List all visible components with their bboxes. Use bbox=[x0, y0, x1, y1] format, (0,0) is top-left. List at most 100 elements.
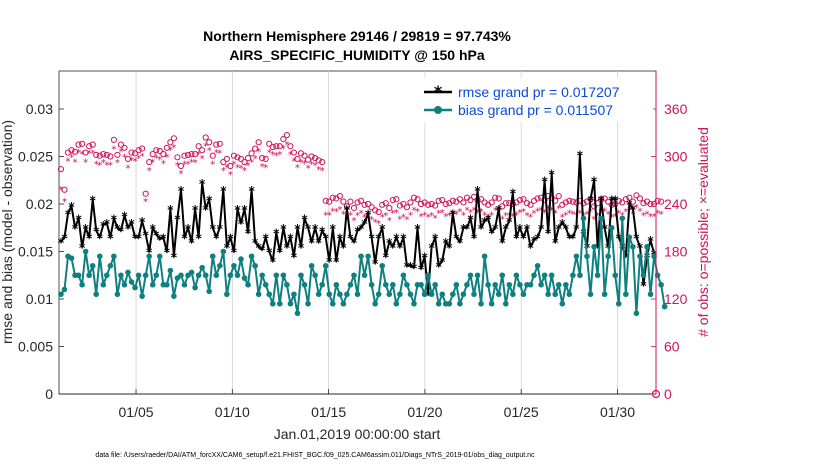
bias-point bbox=[393, 300, 400, 307]
obs-evaluated-point: * bbox=[207, 146, 212, 157]
rmse-point: * bbox=[517, 222, 524, 236]
rmse-point: * bbox=[534, 231, 541, 245]
bias-series bbox=[58, 215, 668, 317]
obs-possible-point bbox=[357, 197, 365, 204]
bias-point bbox=[439, 291, 446, 298]
bias-point bbox=[390, 281, 396, 288]
obs-evaluated-point: * bbox=[221, 166, 226, 177]
obs-evaluated-point: * bbox=[133, 156, 138, 167]
obs-possible-point bbox=[255, 139, 262, 146]
rmse-point: * bbox=[397, 241, 404, 255]
obs-possible-point bbox=[640, 200, 647, 207]
obs-possible-point bbox=[241, 158, 248, 166]
obs-possible-point bbox=[619, 199, 626, 206]
rmse-point: * bbox=[404, 260, 411, 274]
y-tick-label-left-6: 0.03 bbox=[26, 101, 53, 117]
rmse-point: * bbox=[598, 193, 605, 207]
bias-point bbox=[262, 281, 269, 288]
footer-data-file: data file: /Users/raeder/DAI/ATM_forcXX/… bbox=[95, 452, 535, 459]
left-axis: 0 0.005 0.01 0.015 0.02 0.025 0.03 bbox=[18, 101, 64, 402]
obs-evaluated-point: * bbox=[175, 160, 180, 171]
obs-evaluated-point: * bbox=[210, 160, 215, 171]
rmse-point: * bbox=[481, 215, 488, 229]
rmse-point: * bbox=[372, 257, 379, 271]
bias-point bbox=[121, 281, 128, 288]
rmse-point: * bbox=[474, 184, 481, 198]
bias-point bbox=[637, 253, 643, 260]
rmse-point: * bbox=[139, 215, 146, 229]
obs-possible-point bbox=[252, 145, 259, 152]
bias-point bbox=[312, 272, 318, 279]
bias-point bbox=[132, 284, 138, 291]
y-tick-label-right-5: 300 bbox=[664, 149, 688, 165]
bias-point bbox=[513, 272, 520, 279]
obs-evaluated-point: * bbox=[652, 212, 657, 223]
obs-possible-point bbox=[460, 199, 467, 206]
bias-point bbox=[577, 272, 583, 279]
rmse-point: * bbox=[354, 225, 361, 239]
obs-evaluated-point: * bbox=[129, 156, 134, 167]
rmse-point: * bbox=[425, 288, 432, 302]
bias-point bbox=[259, 272, 265, 279]
rmse-point: * bbox=[365, 208, 372, 222]
obs-possible-point bbox=[89, 141, 96, 148]
bias-point bbox=[269, 300, 276, 307]
rmse-point: * bbox=[181, 231, 188, 245]
bias-point bbox=[280, 272, 287, 279]
obs-possible-point bbox=[110, 136, 117, 143]
bias-point bbox=[199, 264, 205, 271]
rmse-point: * bbox=[333, 255, 340, 269]
obs-evaluated-point: * bbox=[563, 210, 568, 221]
bias-point bbox=[566, 291, 573, 298]
rmse-point: * bbox=[626, 198, 633, 212]
obs-evaluated-point: * bbox=[383, 211, 388, 222]
obs-evaluated-point: * bbox=[397, 214, 402, 225]
obs-evaluated-point: * bbox=[648, 212, 653, 223]
obs-possible-point bbox=[131, 150, 139, 157]
bias-point bbox=[111, 253, 117, 260]
bias-point bbox=[460, 291, 467, 298]
obs-evaluated-point: * bbox=[203, 141, 208, 152]
obs-evaluated-point: * bbox=[122, 153, 127, 164]
bias-point bbox=[139, 293, 145, 299]
obs-evaluated-point: * bbox=[284, 140, 289, 151]
rmse-point: * bbox=[478, 222, 485, 236]
obs-possible-point bbox=[128, 149, 135, 156]
obs-possible-point bbox=[174, 154, 181, 161]
bias-point bbox=[368, 281, 375, 288]
obs-evaluated-point: * bbox=[136, 153, 141, 164]
obs-possible-point bbox=[287, 143, 294, 150]
obs-possible-point bbox=[382, 200, 389, 207]
rmse-point: * bbox=[121, 209, 128, 223]
bias-point bbox=[79, 281, 85, 288]
rmse-point: * bbox=[86, 231, 93, 245]
rmse-point: * bbox=[308, 236, 315, 250]
obs-possible-point bbox=[103, 151, 110, 159]
obs-possible-point bbox=[213, 141, 220, 148]
rmse-point: * bbox=[538, 222, 545, 236]
rmse-point: * bbox=[390, 241, 397, 255]
rmse-point: * bbox=[443, 236, 450, 250]
obs-evaluated-point: * bbox=[394, 208, 399, 219]
rmse-point: * bbox=[270, 255, 277, 269]
obs-possible-point bbox=[163, 144, 170, 151]
obs-possible-point bbox=[626, 194, 633, 201]
obs-evaluated-point: * bbox=[359, 209, 364, 220]
obs-possible-point bbox=[160, 151, 167, 158]
obs-evaluated-point: * bbox=[447, 211, 452, 222]
bias-point bbox=[591, 243, 597, 250]
obs-evaluated-point: * bbox=[299, 158, 304, 169]
obs-evaluated-point: * bbox=[196, 149, 201, 160]
bias-point bbox=[623, 291, 629, 298]
y-axis-label-right: # of obs: o=possible; ×=evaluated bbox=[695, 127, 711, 337]
bias-point bbox=[375, 291, 382, 298]
rmse-point: * bbox=[591, 174, 598, 188]
bias-point bbox=[502, 300, 509, 307]
rmse-point: * bbox=[637, 241, 644, 255]
bias-point bbox=[541, 272, 548, 279]
bias-point bbox=[379, 262, 386, 269]
rmse-point: * bbox=[584, 241, 591, 255]
bias-point bbox=[464, 281, 470, 288]
rmse-point: * bbox=[368, 231, 375, 245]
rmse-point: * bbox=[316, 236, 323, 250]
